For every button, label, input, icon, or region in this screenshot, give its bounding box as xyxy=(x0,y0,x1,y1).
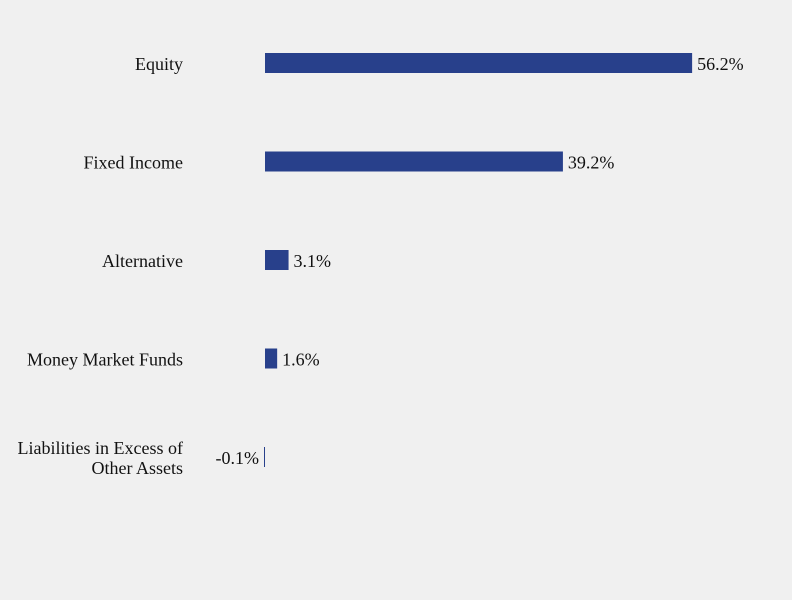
value-label: -0.1% xyxy=(216,448,260,468)
category-label: Alternative xyxy=(102,251,183,271)
bar xyxy=(265,53,693,73)
category-label: Liabilities in Excess of Other Assets xyxy=(18,438,183,478)
bar xyxy=(264,447,265,467)
category-label: Fixed Income xyxy=(84,153,183,173)
category-label-line: Liabilities in Excess of xyxy=(18,438,183,458)
category-label-line: Equity xyxy=(135,54,183,74)
category-labels-group: Equity Fixed Income Alternative Money Marke… xyxy=(18,54,183,478)
bar xyxy=(265,250,289,270)
bar xyxy=(265,151,563,172)
value-label: 56.2% xyxy=(697,54,744,74)
bar xyxy=(265,348,278,369)
category-label-line: Other Assets xyxy=(92,458,184,478)
value-labels-group: 56.2% 39.2% 3.1% 1.6% -0.1% xyxy=(216,54,744,468)
category-label-line: Fixed Income xyxy=(84,153,183,173)
value-label: 1.6% xyxy=(282,350,320,370)
category-label: Money Market Funds xyxy=(27,350,183,370)
value-label: 39.2% xyxy=(568,153,615,173)
category-label: Equity xyxy=(135,54,183,74)
category-label-line: Money Market Funds xyxy=(27,350,183,370)
bars-group xyxy=(264,53,693,467)
category-label-line: Alternative xyxy=(102,251,183,271)
value-label: 3.1% xyxy=(294,251,332,271)
